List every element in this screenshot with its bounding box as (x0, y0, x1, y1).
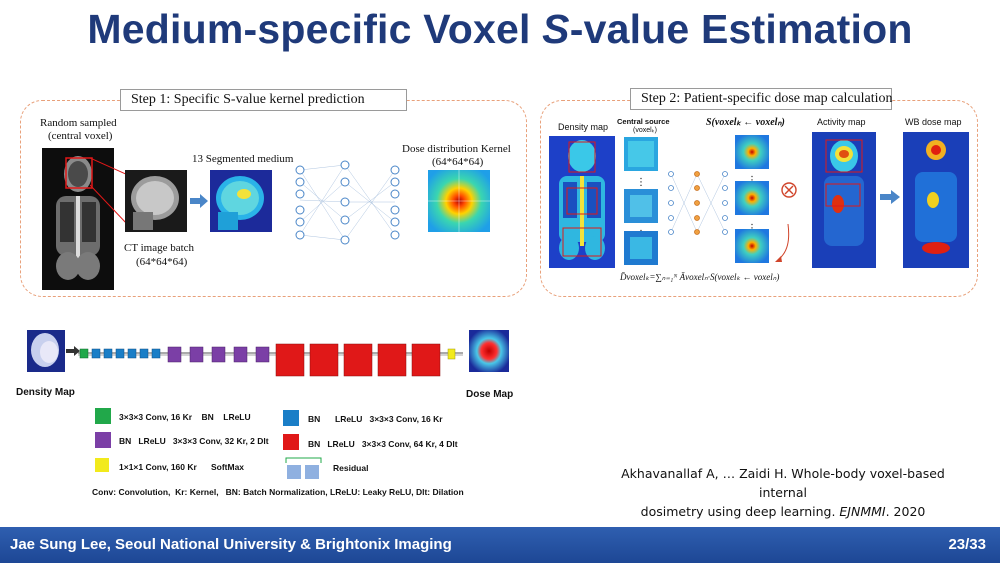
legend-abbreviations: Conv: Convolution, Kr: Kernel, BN: Batch… (92, 487, 464, 497)
legend-purple-text: BN LReLU 3×3×3 Conv, 32 Kr, 2 Dlt (119, 436, 269, 446)
svg-text:⋮: ⋮ (636, 177, 646, 188)
ct-batch-label: CT image batch (124, 242, 195, 254)
density-map-caption: Density Map (16, 387, 75, 398)
activity-map-label: Activity map (817, 117, 866, 127)
random-sampled-text: Random sampled (40, 117, 117, 129)
ct-batch-image (125, 170, 187, 232)
legend-blue-swatch (283, 410, 299, 426)
legend-yellow-swatch (95, 458, 109, 472)
s-formula: S(voxelₖ ← voxelₙ) (706, 117, 785, 128)
slide-title: Medium-specific Voxel S-value Estimation (0, 6, 1000, 53)
ct-batch-size: (64*64*64) (136, 256, 188, 268)
central-source-label: Central source (617, 117, 670, 126)
segmented-medium-image (210, 170, 272, 232)
citation-line2-plain: dosimetry using deep learning. (640, 504, 840, 519)
network-architecture (78, 343, 463, 377)
citation-line1: Akhavanallaf A, … Zaidi H. Whole-body vo… (621, 466, 945, 500)
kernel-label: Dose distribution Kernel (402, 143, 511, 155)
citation: Akhavanallaf A, … Zaidi H. Whole-body vo… (598, 464, 968, 521)
citation-journal: EJNMMI (839, 504, 886, 519)
network-arrow-icon (66, 346, 80, 356)
footer-author: Jae Sung Lee, Seoul National University … (10, 536, 452, 553)
step1-label: Step 1: Specific S-value kernel predicti… (120, 89, 407, 111)
citation-line2: dosimetry using deep learning. EJNMMI. 2… (598, 502, 968, 521)
kernel-size: (64*64*64) (432, 156, 484, 168)
title-part1: Medium-specific Voxel (87, 6, 543, 52)
dose-map-caption: Dose Map (466, 389, 514, 400)
wb-dose-map-label: WB dose map (905, 117, 962, 127)
legend-yellow-text: 1×1×1 Conv, 160 Kr SoftMax (119, 462, 245, 472)
dose-kernel-image (428, 170, 490, 232)
activity-map-image (812, 132, 876, 268)
svg-text:⋮: ⋮ (747, 175, 757, 186)
step1-neural-network (295, 160, 400, 245)
s-kernel-tiles: ⋮ ⋮ (735, 135, 769, 263)
legend-blue-bn: BN (308, 414, 321, 424)
curved-arrow-icon (775, 223, 790, 262)
citation-year: . 2020 (885, 504, 926, 519)
segmented-medium-label: 13 Segmented medium (192, 153, 294, 165)
density-map-thumbnail (27, 330, 65, 372)
legend-purple-swatch (95, 432, 111, 448)
central-source-sub: (voxelₖ) (633, 127, 657, 134)
multiply-icon (781, 182, 797, 198)
green-block-group (79, 348, 89, 359)
central-source-tiles: ⋮ ⋮ (624, 137, 658, 265)
zoom-connector-lines (90, 157, 129, 226)
density-map-label: Density map (558, 122, 609, 132)
legend-residual-text: Residual (333, 463, 369, 473)
legend-red-swatch (283, 434, 299, 450)
title-italic: S (542, 6, 570, 52)
right-arrow-icon (190, 194, 208, 208)
legend-blue-text: LReLU 3×3×3 Conv, 16 Kr (335, 414, 443, 424)
legend-green-swatch (95, 408, 111, 424)
wb-dose-map-image (903, 132, 969, 268)
step2-neural-network (668, 171, 728, 235)
title-part2: -value Estimation (569, 6, 913, 52)
dose-map-thumbnail (469, 330, 509, 372)
svg-text:⋮: ⋮ (747, 223, 757, 234)
step2-label: Step 2: Patient-specific dose map calcul… (630, 88, 893, 110)
page-number: 23/33 (948, 536, 986, 553)
right-arrow-icon-2 (880, 190, 900, 204)
legend-green-text: 3×3×3 Conv, 16 Kr BN LReLU (119, 412, 251, 422)
legend-residual-icon (285, 457, 322, 479)
central-voxel-text: (central voxel) (48, 130, 113, 142)
legend-red-text: BN LReLU 3×3×3 Conv, 64 Kr, 4 Dlt (308, 439, 458, 449)
ct-coronal-image (42, 148, 114, 290)
density-map-image (549, 136, 615, 268)
footer-bar: Jae Sung Lee, Seoul National University … (0, 527, 1000, 563)
dose-formula: D̄voxelₖ=∑ₙ₌₁ᴺ Āvoxelₙ·S(voxelₖ ← voxelₙ… (620, 272, 780, 282)
